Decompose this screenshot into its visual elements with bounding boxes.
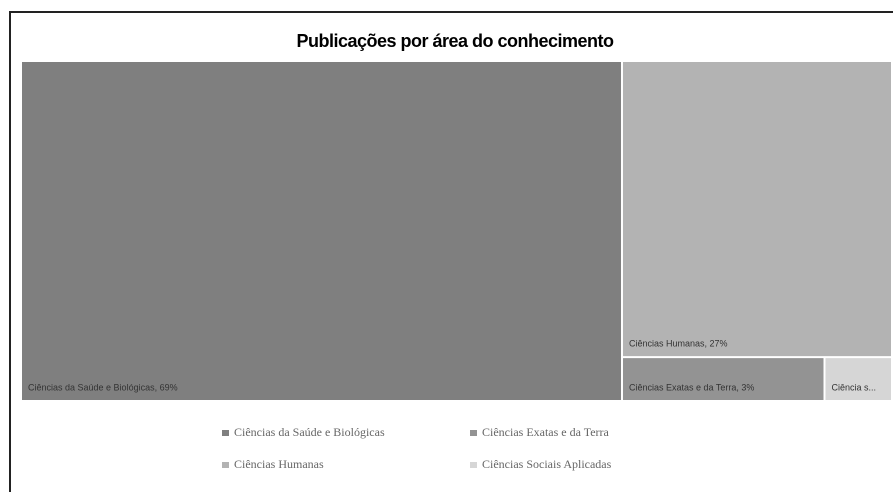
treemap-cell: [825, 358, 891, 400]
legend-label: Ciências Humanas: [234, 457, 324, 471]
treemap-cell: [622, 358, 824, 400]
legend-label: Ciências da Saúde e Biológicas: [234, 425, 385, 439]
data-label: Ciências da Saúde e Biológicas, 69%: [28, 382, 178, 392]
data-label: Ciência s...: [831, 382, 876, 392]
legend-swatch: [470, 430, 477, 436]
legend-swatch: [222, 462, 229, 468]
legend-swatch: [222, 430, 229, 436]
treemap-cell: [22, 62, 621, 400]
chart-title: Publicações por área do conhecimento: [296, 31, 614, 51]
legend-label: Ciências Exatas e da Terra: [482, 425, 610, 439]
treemap-cell: [622, 62, 891, 357]
data-label: Ciências Exatas e da Terra, 3%: [629, 382, 754, 392]
data-label: Ciências Humanas, 27%: [629, 339, 728, 349]
legend-swatch: [470, 462, 477, 468]
legend-label: Ciências Sociais Aplicadas: [482, 457, 612, 471]
